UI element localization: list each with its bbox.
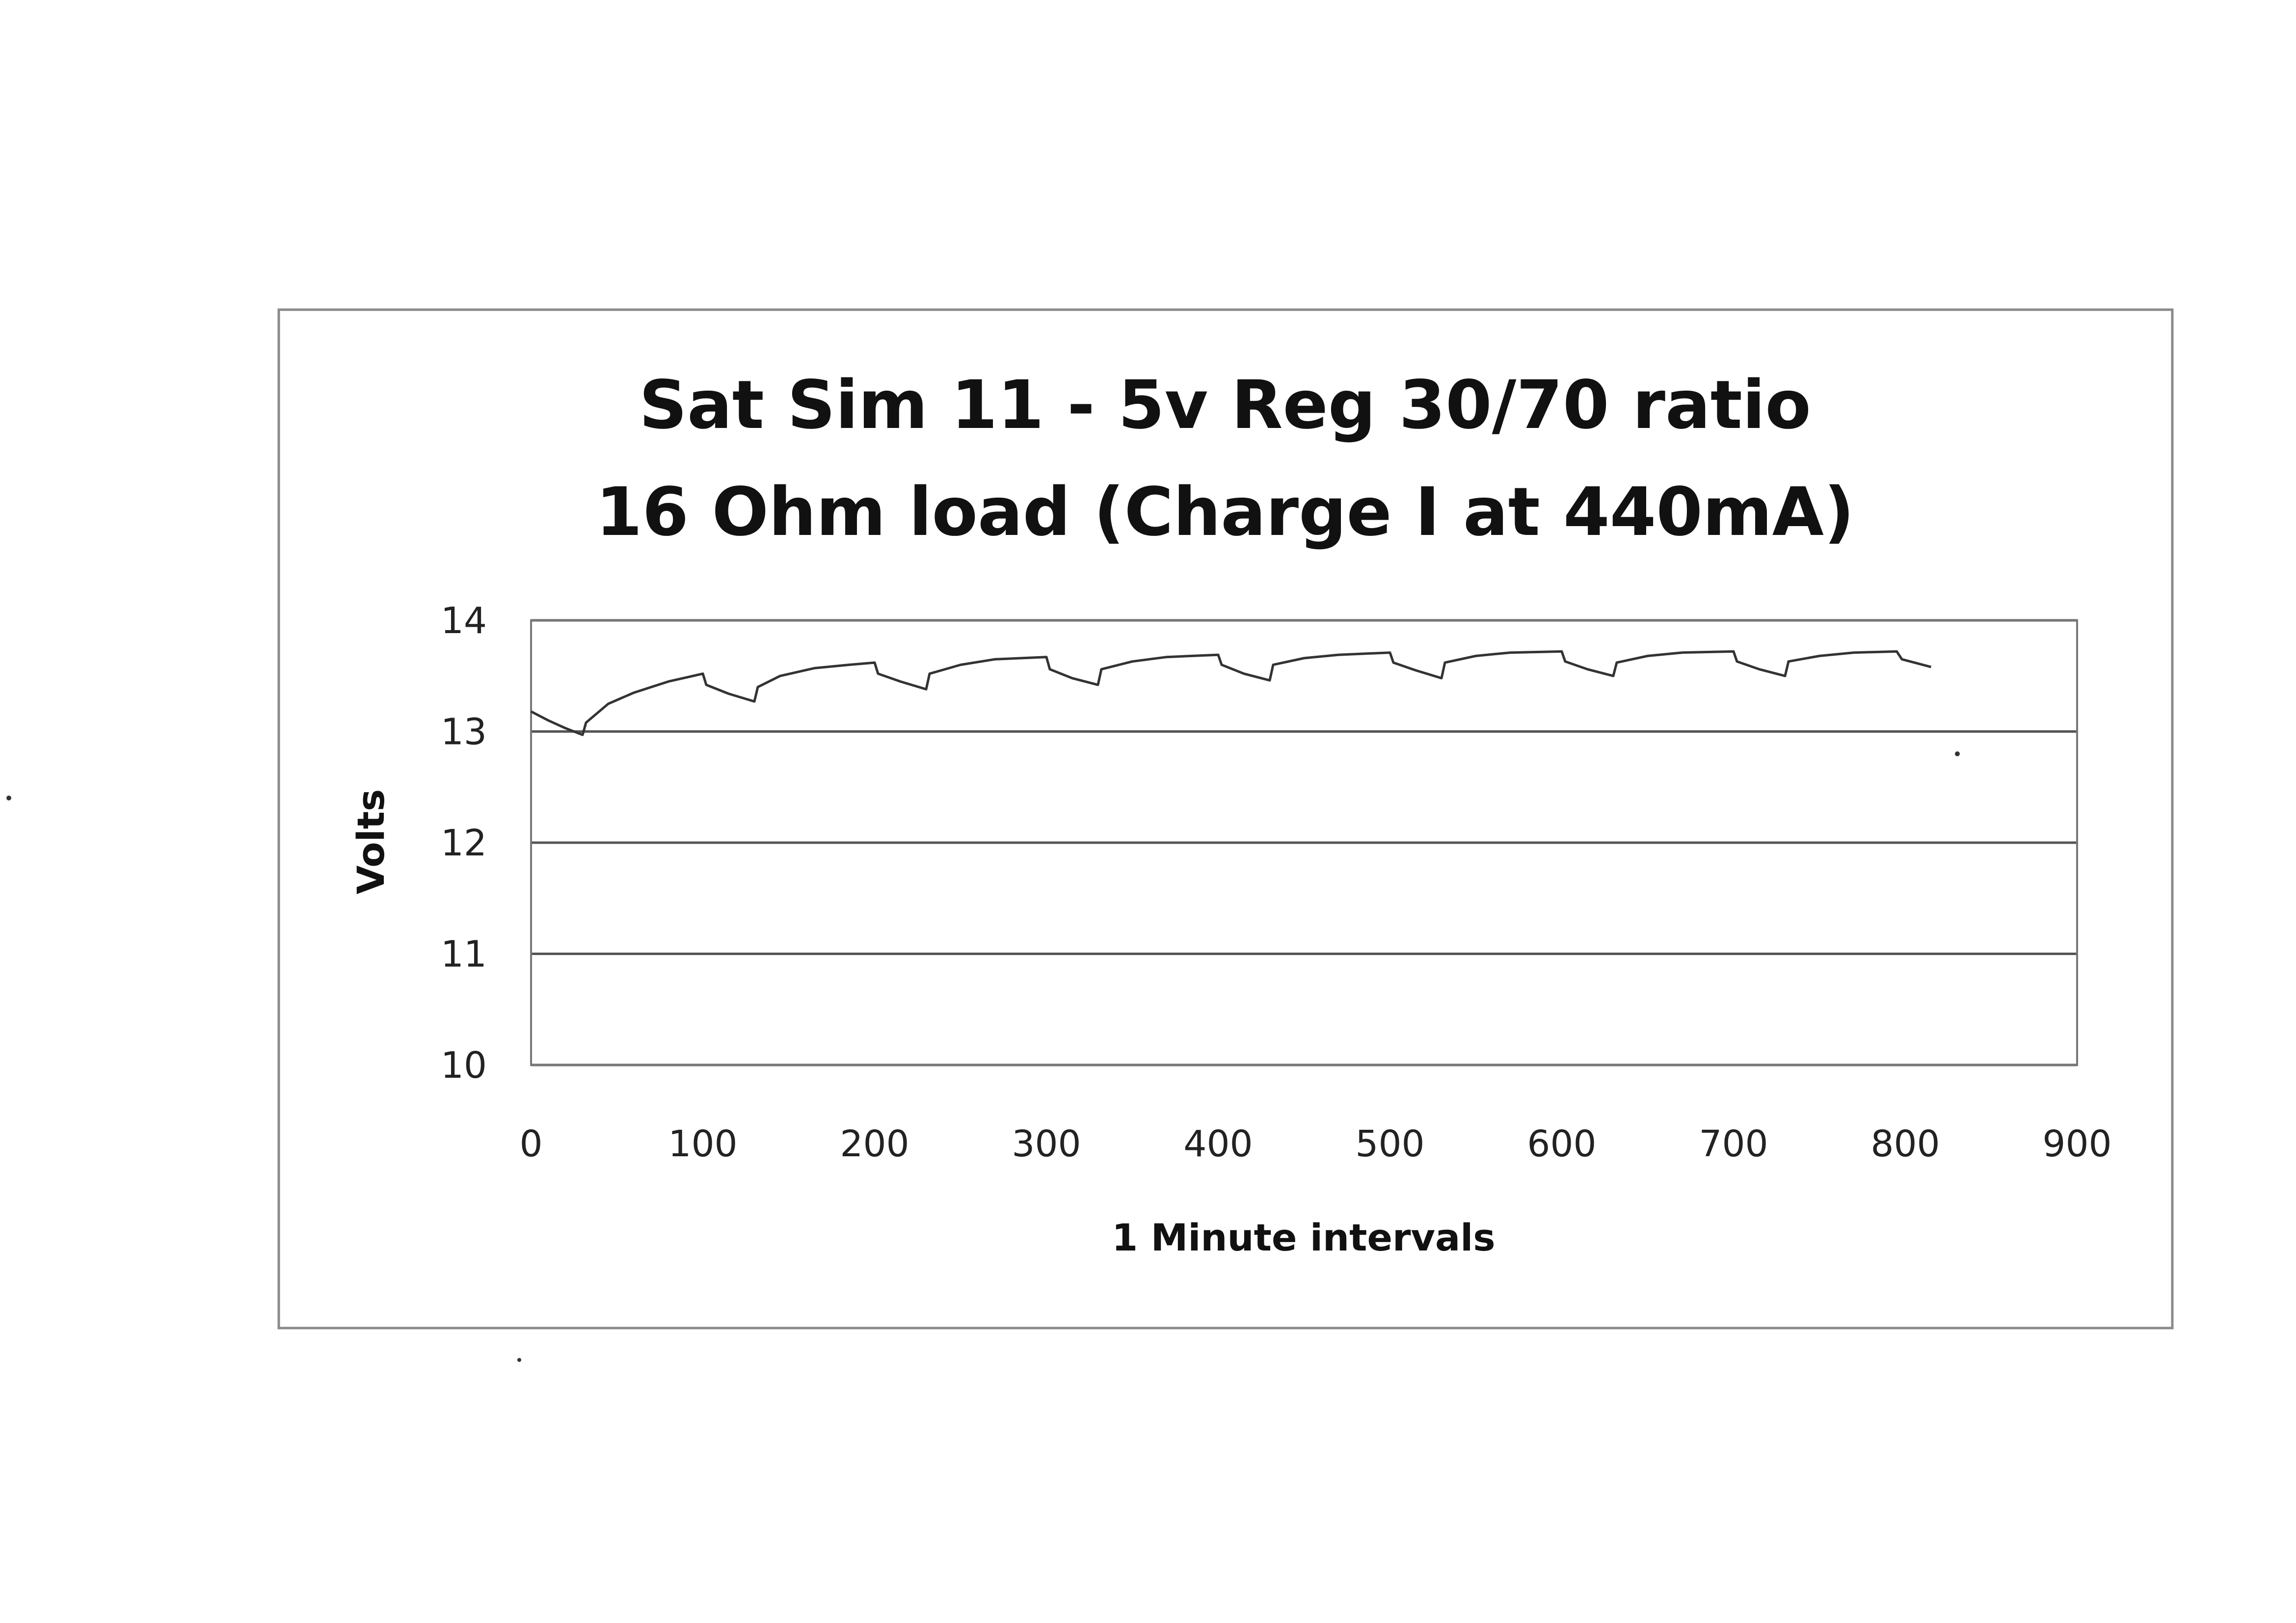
y-tick-label: 10 (441, 1044, 487, 1087)
plot-area (530, 619, 2078, 1066)
x-tick-label: 700 (1699, 1123, 1768, 1165)
y-tick-label: 12 (441, 822, 487, 864)
x-tick-label: 300 (1012, 1123, 1081, 1165)
x-tick-label: 500 (1355, 1123, 1424, 1165)
x-axis-title: 1 Minute intervals (1112, 1216, 1495, 1259)
x-tick-label: 400 (1183, 1123, 1253, 1165)
x-axis-ticks: 0 100 200 300 400 500 600 700 800 900 (519, 1123, 2111, 1165)
x-tick-label: 900 (2042, 1123, 2111, 1165)
y-axis-title: Volts (349, 789, 393, 895)
x-tick-label: 600 (1527, 1123, 1596, 1165)
scan-dot-right (1955, 751, 1960, 756)
x-tick-label: 100 (668, 1123, 737, 1165)
y-tick-label: 11 (441, 933, 487, 976)
gridlines (531, 619, 2077, 1066)
scan-dot-bottom (517, 1358, 521, 1362)
scan-dot-left (6, 796, 11, 800)
x-tick-label: 0 (519, 1123, 542, 1165)
y-tick-label: 13 (441, 711, 487, 753)
chart-frame (277, 308, 2174, 1330)
y-axis-ticks: 14 13 12 11 10 (441, 600, 487, 1087)
chart-title-line-1: Sat Sim 11 - 5v Reg 30/70 ratio (639, 367, 1811, 444)
chart-title-line-2: 16 Ohm load (Charge I at 440mA) (596, 474, 1854, 551)
y-tick-label: 14 (441, 600, 487, 642)
series-line-0 (530, 650, 1932, 736)
series-group (530, 650, 1932, 736)
x-tick-label: 200 (840, 1123, 909, 1165)
x-tick-label: 800 (1870, 1123, 1940, 1165)
